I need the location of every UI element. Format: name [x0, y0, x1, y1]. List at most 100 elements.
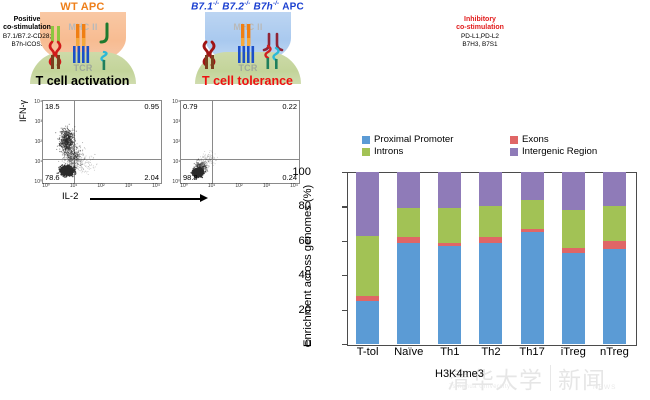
bar-segment-intergenic-region[interactable]	[520, 172, 544, 200]
flow-b-y-tick-3: 10³	[172, 119, 180, 125]
bar-segment-intergenic-region[interactable]	[602, 172, 626, 207]
flow-plot-activation: 18.5 0.95 78.6 2.04	[42, 100, 162, 184]
flow-a-q-lower-left: 78.6	[45, 173, 60, 182]
flow-axis-arrow-line	[90, 198, 202, 200]
bar-segment-proximal-promoter[interactable]	[438, 245, 462, 344]
flow-plot-tolerance-box: 0.79 0.22 98.8 0.24	[180, 100, 300, 184]
flow-b-x-tick-0: 10⁰	[180, 183, 188, 189]
flow-b-x-ticks: 10⁰ 10¹ 10² 10³ 10⁴	[180, 183, 298, 195]
flow-b-q-upper-left: 0.79	[183, 102, 198, 111]
x-axis-label-ntreg: nTreg	[600, 346, 629, 358]
enrichment-bar-chart: Proximal Promoter Exons Introns Intergen…	[292, 125, 650, 400]
wt-tcr-label: TCR	[73, 63, 93, 73]
bar-segment-proximal-promoter[interactable]	[602, 249, 626, 344]
flow-plot-activation-box: 18.5 0.95 78.6 2.04	[42, 100, 162, 184]
t-cell-activation-title: T cell activation	[35, 74, 130, 88]
stacked-bar[interactable]	[397, 172, 421, 344]
bar-segment-exons[interactable]	[438, 242, 462, 246]
ko-apc-title: B7.1-/- B7.2-/- B7h-/- APC	[165, 1, 330, 12]
bar-segment-proximal-promoter[interactable]	[356, 301, 380, 344]
bar-segment-proximal-promoter[interactable]	[479, 242, 503, 344]
bar-segment-intergenic-region[interactable]	[356, 172, 380, 236]
bar-column-th17[interactable]	[512, 172, 553, 344]
flow-a-horizontal-gate	[43, 159, 161, 160]
bar-column-itreg[interactable]	[553, 172, 594, 344]
flow-b-horizontal-gate	[181, 159, 299, 160]
chart-caption: H3K4me3	[435, 368, 484, 380]
chart-y-tick-60: 60	[298, 234, 311, 247]
bar-segment-exons[interactable]	[561, 247, 585, 253]
bar-segment-exons[interactable]	[479, 237, 503, 243]
ko-sup-1: -/-	[213, 1, 220, 7]
flow-a-x-tick-3: 10³	[124, 183, 133, 189]
flow-a-y-tick-2: 10²	[34, 139, 42, 145]
legend-label-exons: Exons	[522, 134, 549, 145]
flow-b-y-tick-0: 10⁰	[172, 179, 180, 185]
bar-segment-exons[interactable]	[602, 240, 626, 250]
inhibitory-costim-detail-2: B7H3, B7S1	[462, 40, 498, 48]
bar-column-th1[interactable]	[429, 172, 470, 344]
bar-segment-intergenic-region[interactable]	[561, 172, 585, 210]
bar-segment-proximal-promoter[interactable]	[520, 232, 544, 344]
stacked-bar[interactable]	[438, 172, 462, 344]
legend-swatch-proximal-promoter	[362, 135, 370, 144]
bar-segment-proximal-promoter[interactable]	[397, 242, 421, 344]
bar-segment-exons[interactable]	[520, 228, 544, 233]
flow-b-x-tick-4: 10⁴	[290, 183, 298, 189]
bar-segment-introns[interactable]	[602, 206, 626, 241]
inhibitory-costim-heading-1: Inhibitory	[464, 16, 496, 23]
flow-b-q-lower-left: 98.8	[183, 173, 198, 182]
bar-segment-introns[interactable]	[479, 206, 503, 238]
flow-a-x-tick-2: 10²	[97, 183, 105, 189]
stacked-bar[interactable]	[356, 172, 380, 344]
flow-a-y-tick-0: 10⁰	[34, 179, 42, 185]
x-axis-label-th1: Th1	[440, 346, 460, 358]
bar-segment-introns[interactable]	[438, 208, 462, 243]
t-cell-tolerance-title: T cell tolerance	[201, 74, 293, 88]
legend-swatch-intergenic-region	[510, 147, 518, 156]
bar-segment-intergenic-region[interactable]	[397, 172, 421, 209]
bar-segment-introns[interactable]	[520, 199, 544, 229]
flow-a-x-ticks: 10⁰ 10¹ 10² 10³ 10⁴	[42, 183, 160, 195]
bar-segment-introns[interactable]	[397, 208, 421, 238]
stacked-bar[interactable]	[561, 172, 585, 344]
ko-apc-suffix: APC	[282, 1, 304, 13]
chart-y-tickmark-100	[342, 172, 347, 174]
flow-b-q-upper-right: 0.22	[282, 102, 297, 111]
legend-swatch-exons	[510, 135, 518, 144]
bar-column-na-ve[interactable]	[388, 172, 429, 344]
bar-segment-exons[interactable]	[397, 237, 421, 243]
chart-y-tickmark-80	[342, 206, 347, 208]
stacked-bar[interactable]	[520, 172, 544, 344]
bar-segment-introns[interactable]	[356, 235, 380, 296]
flow-a-x-tick-4: 10⁴	[152, 183, 160, 189]
flow-b-y-tick-1: 10¹	[172, 159, 180, 165]
stacked-bar[interactable]	[479, 172, 503, 344]
legend-label-proximal-promoter: Proximal Promoter	[374, 134, 454, 145]
bar-segment-exons[interactable]	[356, 295, 380, 301]
stacked-bar[interactable]	[602, 172, 626, 344]
flow-b-y-tick-4: 10⁴	[172, 99, 180, 105]
bar-segment-intergenic-region[interactable]	[479, 172, 503, 207]
flow-x-axis-label: IL-2	[62, 191, 79, 202]
chart-y-tick-100: 100	[292, 166, 311, 178]
chart-y-tickmark-60	[342, 240, 347, 242]
x-axis-label-na-ve: Naïve	[394, 346, 424, 358]
flow-b-y-ticks: 10⁰ 10¹ 10² 10³ 10⁴	[160, 99, 180, 185]
flow-b-vertical-gate	[212, 101, 213, 183]
bar-segment-intergenic-region[interactable]	[438, 172, 462, 209]
positive-costim-text: Positive co-stimulation B7.1/B7.2-CD28; …	[1, 16, 53, 49]
positive-costim-detail-1: B7.1/B7.2-CD28;	[2, 32, 52, 40]
bar-column-t-tol[interactable]	[347, 172, 388, 344]
bar-column-th2[interactable]	[470, 172, 511, 344]
ko-gene-3: B7h	[253, 1, 273, 13]
inhibitory-costim-text: Inhibitory co-stimulation PD-L1,PD-L2 B7…	[446, 16, 514, 49]
flow-b-x-tick-1: 10¹	[207, 183, 216, 189]
bar-segment-introns[interactable]	[561, 209, 585, 248]
flow-a-y-tick-3: 10³	[34, 119, 42, 125]
bar-column-ntreg[interactable]	[594, 172, 635, 344]
legend-label-introns: Introns	[374, 146, 404, 157]
bar-segment-proximal-promoter[interactable]	[561, 252, 585, 344]
chart-y-tick-40: 40	[298, 269, 311, 282]
